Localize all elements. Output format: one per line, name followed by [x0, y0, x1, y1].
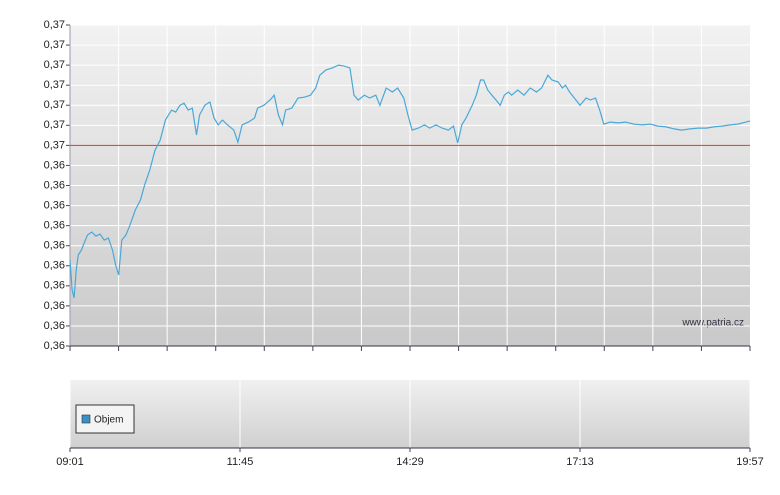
y-tick-label: 0,36: [44, 260, 65, 272]
x-tick-label: 19:57: [736, 456, 764, 468]
y-tick-label: 0,37: [44, 39, 65, 51]
y-tick-label: 0,36: [44, 280, 65, 292]
y-tick-label: 0,37: [44, 119, 65, 131]
y-tick-label: 0,36: [44, 220, 65, 232]
y-tick-label: 0,36: [44, 179, 65, 191]
y-tick-label: 0,37: [44, 19, 65, 31]
y-tick-label: 0,37: [44, 99, 65, 111]
legend-swatch: [81, 414, 91, 424]
y-tick-label: 0,36: [44, 300, 65, 312]
legend-label: Objem: [94, 415, 123, 426]
x-tick-label: 09:01: [56, 456, 84, 468]
y-tick-label: 0,37: [44, 139, 65, 151]
y-tick-label: 0,36: [44, 320, 65, 332]
x-tick-label: 14:29: [396, 456, 424, 468]
x-tick-label: 11:45: [227, 456, 254, 468]
y-tick-label: 0,36: [44, 199, 65, 211]
price-line: [69, 64, 751, 298]
source: www.patria.cz: [681, 318, 744, 329]
y-tick-label: 0,37: [44, 59, 65, 71]
x-tick-label: 17:13: [566, 456, 594, 468]
y-tick-label: 0,36: [44, 340, 65, 352]
y-tick-label: 0,37: [44, 79, 65, 91]
y-tick-label: 0,36: [44, 159, 65, 171]
y-tick-label: 0,36: [44, 240, 65, 252]
